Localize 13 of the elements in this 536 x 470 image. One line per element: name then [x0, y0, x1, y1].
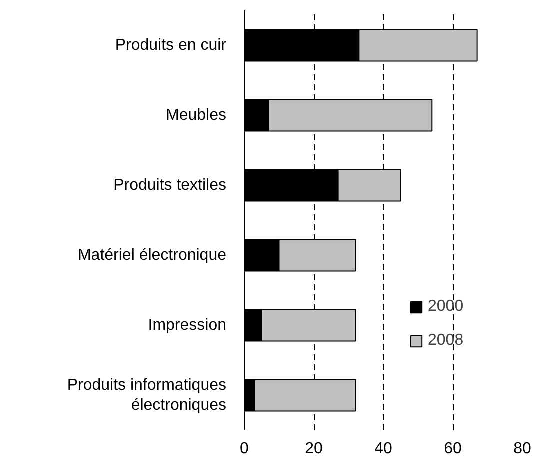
x-tick-label: 60: [444, 440, 462, 458]
y-tick-label: Meubles: [166, 107, 227, 124]
x-tick-label: 20: [305, 440, 323, 458]
y-tick-label: Produits informatiques électroniques: [67, 376, 226, 414]
y-tick-label: Produits en cuir: [115, 37, 228, 54]
y-tick-label: Impression: [148, 317, 226, 334]
x-tick-label: 40: [374, 440, 392, 458]
y-tick-label: Produits textiles: [114, 177, 226, 194]
y-tick-label: Matériel électronique: [78, 247, 227, 264]
legend-label: 2000: [428, 298, 464, 316]
x-tick-label: 80: [514, 440, 532, 458]
x-tick-label: 0: [240, 440, 250, 458]
legend-label: 2008: [428, 332, 464, 350]
